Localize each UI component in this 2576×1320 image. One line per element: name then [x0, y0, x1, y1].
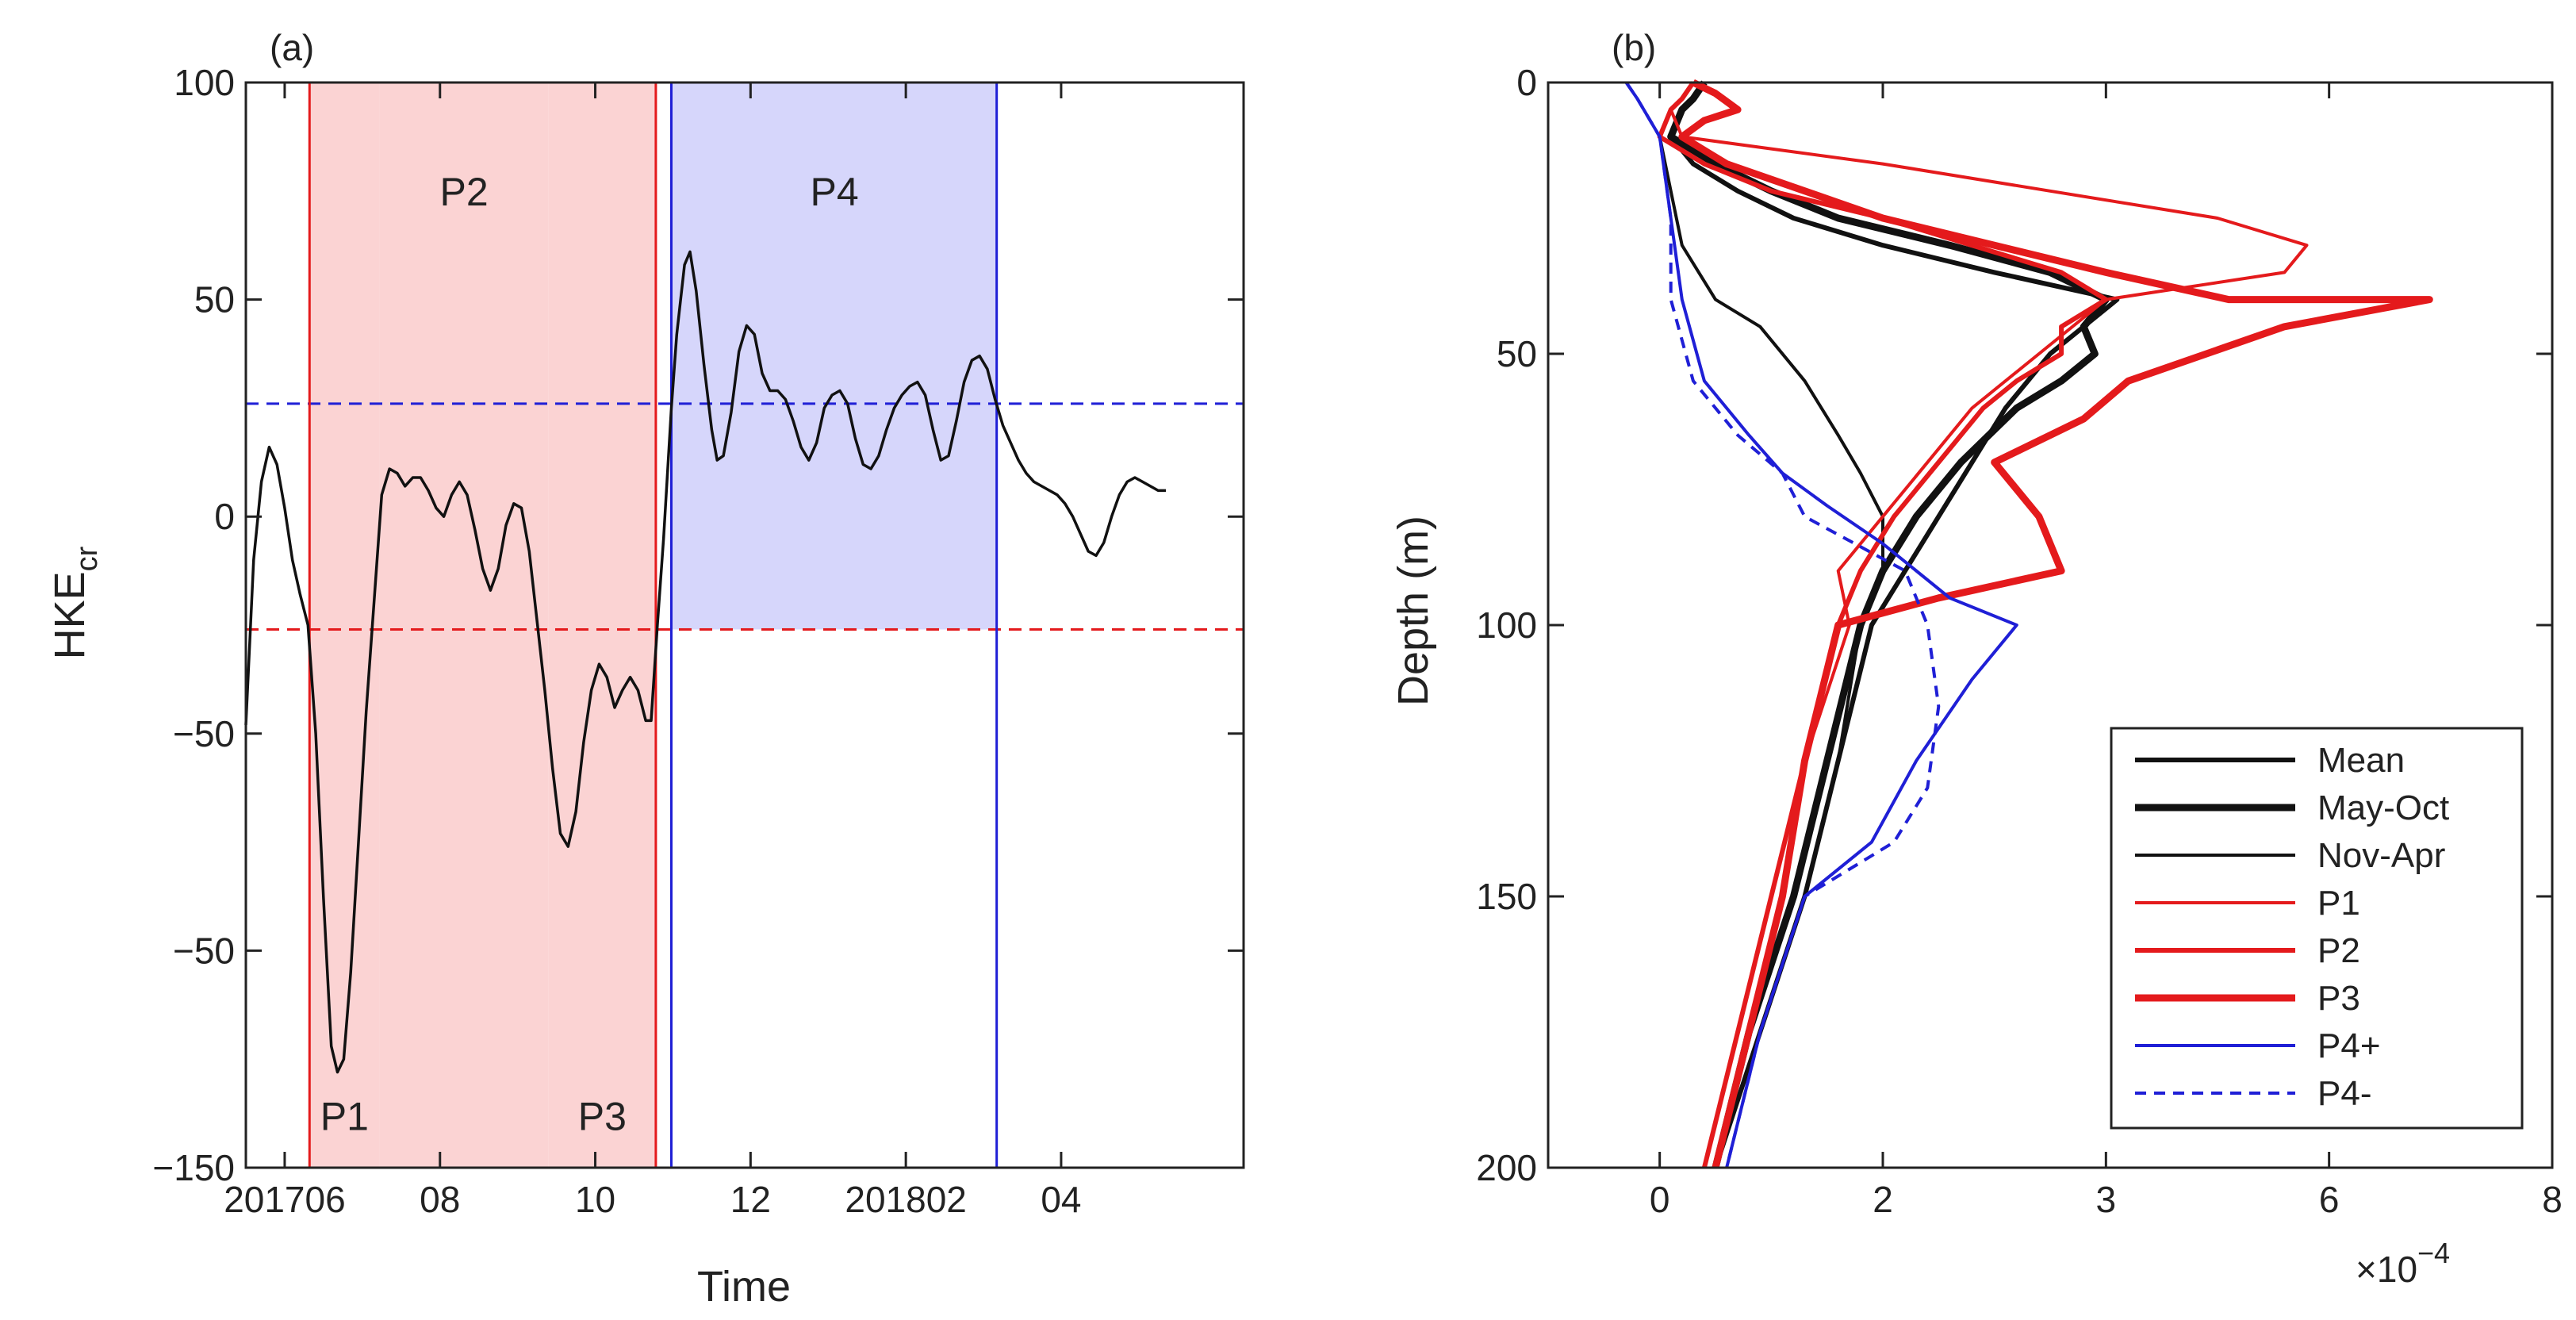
ylabel-depth: Depth (m)	[1390, 516, 1437, 706]
x-tick-label: 201802	[845, 1179, 967, 1220]
ylabel-main: HKE	[46, 571, 94, 659]
x-tick-label: 3	[2096, 1179, 2117, 1220]
legend-label: P4+	[2317, 1026, 2381, 1065]
y-tick-label: 100	[1476, 604, 1537, 646]
exponent-base: ×10	[2356, 1249, 2417, 1290]
exponent-power: −4	[2417, 1237, 2450, 1269]
y-tick-label: −50	[173, 713, 235, 754]
x-tick-label: 6	[2319, 1179, 2340, 1220]
x-tick-label: 0	[1650, 1179, 1670, 1220]
threshold-lines	[246, 82, 1244, 1168]
y-tick-label: −150	[152, 1147, 235, 1188]
y-tick-label: −50	[173, 930, 235, 971]
period-labels: P1 P2 P3 P4	[320, 170, 859, 1139]
panel-b-ticks: 0 50 100 150 200 0 2 3 6 8	[1476, 62, 2563, 1220]
legend-label: P3	[2317, 979, 2360, 1018]
period-label-p1: P1	[320, 1094, 369, 1138]
x-tick-label: 10	[575, 1179, 615, 1220]
x-tick-label: 2	[1873, 1179, 1893, 1220]
period-label-p2: P2	[440, 170, 489, 214]
series-line-hkecr	[244, 250, 1167, 1074]
shade-p3	[548, 82, 656, 1168]
legend-label: May-Oct	[2317, 789, 2449, 827]
shade-p4	[671, 82, 997, 630]
x-tick-label: 12	[730, 1179, 771, 1220]
profile-series-layer	[1624, 79, 2433, 1169]
period-label-p4: P4	[810, 170, 858, 214]
hke-series-layer	[244, 250, 1167, 1074]
x-exponent: ×10−4	[2356, 1237, 2450, 1290]
y-tick-label: 0	[214, 496, 235, 537]
panel-b-label: (b)	[1612, 27, 1656, 68]
panel-b-depth-profiles: 0 50 100 150 200 0 2 3 6 8 (b) Depth (m) ×10−4 Me…	[1390, 27, 2563, 1290]
legend-label: P1	[2317, 884, 2360, 923]
panel-a-label: (a)	[270, 27, 314, 68]
panel-a-axes-frame	[244, 81, 1245, 1169]
y-tick-label: 0	[1516, 62, 1537, 103]
legend-label: Mean	[2317, 741, 2405, 780]
svg-text:HKEcr: HKEcr	[46, 546, 104, 659]
legend-label: P4-	[2317, 1074, 2371, 1113]
legend-label: Nov-Apr	[2317, 836, 2445, 875]
legend: Mean May-Oct Nov-Apr P1 P2 P3 P4+ P4-	[2110, 727, 2524, 1130]
y-tick-label: 150	[1476, 876, 1537, 917]
profile-line-p3	[1678, 79, 2433, 1169]
profile-line-p4	[1624, 81, 2018, 1168]
period-shading-layer	[309, 82, 997, 1168]
profile-line-p4	[1624, 81, 1941, 1168]
legend-label: P2	[2317, 931, 2360, 970]
shade-p1	[309, 82, 380, 1168]
panel-a-xlabel: Time	[697, 1263, 791, 1310]
y-tick-label: 50	[1497, 333, 1537, 374]
legend-box	[2110, 727, 2524, 1130]
y-tick-label: 50	[194, 279, 235, 320]
x-tick-label: 201706	[224, 1179, 346, 1220]
y-tick-label: 100	[174, 62, 235, 103]
x-tick-label: 04	[1041, 1179, 1081, 1220]
x-tick-label: 08	[420, 1179, 460, 1220]
shade-p2	[379, 82, 549, 1168]
panel-a-ylabel: HKEcr	[46, 546, 104, 659]
profile-line-may-oct	[1667, 80, 2110, 1169]
period-label-p3: P3	[578, 1094, 627, 1138]
y-tick-label: 200	[1476, 1147, 1537, 1188]
ylabel-subscript: cr	[71, 546, 104, 571]
x-tick-label: 8	[2542, 1179, 2563, 1220]
panel-b-ylabel: Depth (m)	[1390, 516, 1437, 706]
